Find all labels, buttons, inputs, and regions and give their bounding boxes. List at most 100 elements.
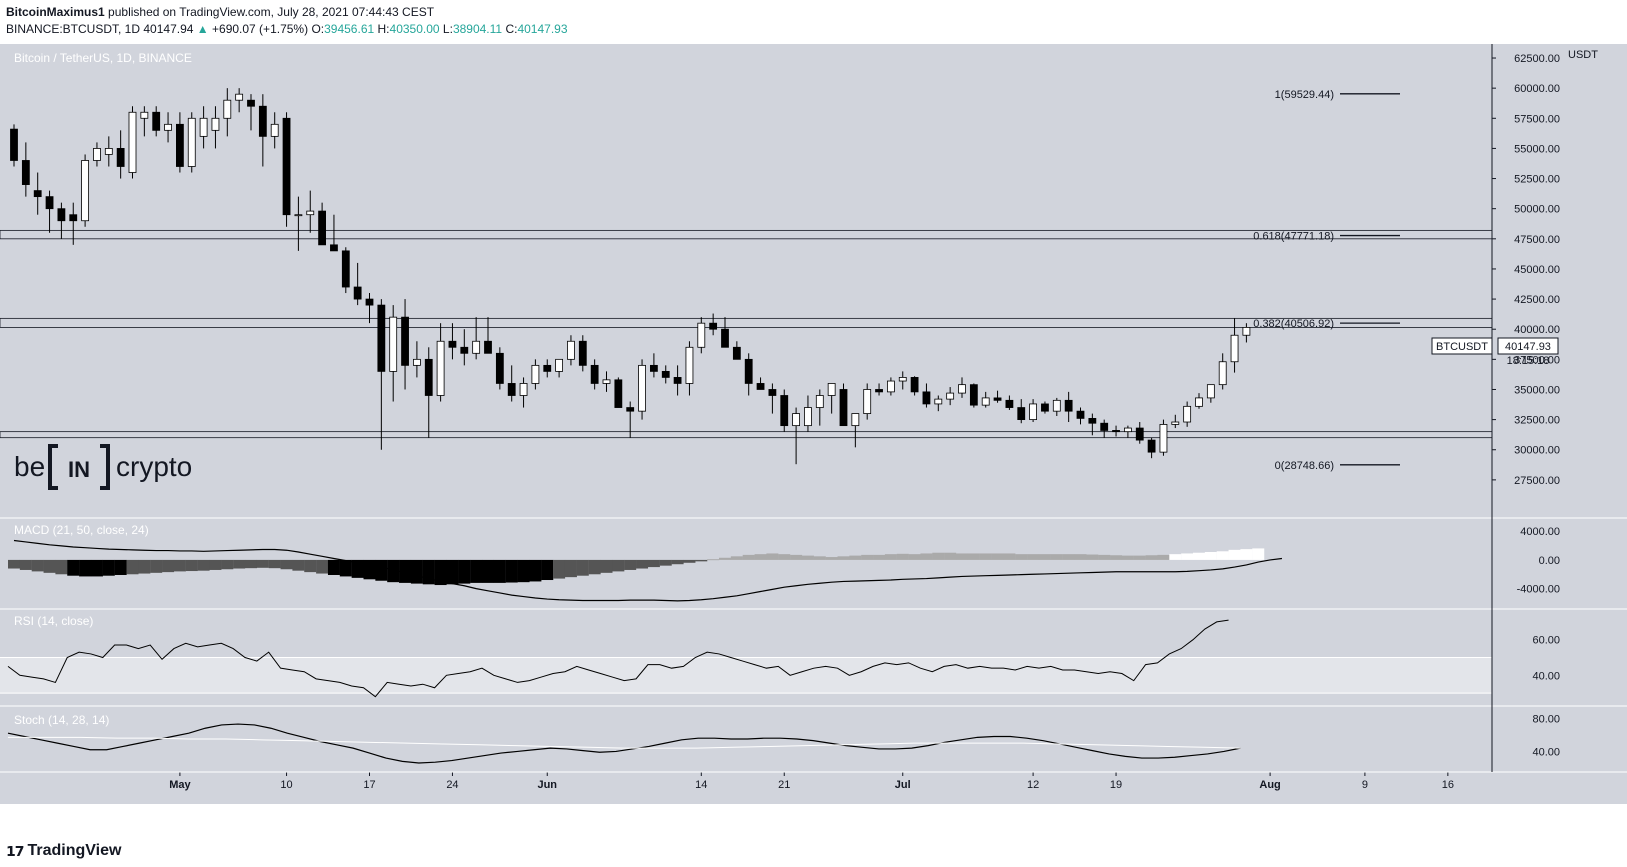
time-tick-label: 16 <box>1442 779 1454 791</box>
macd-histogram-bar <box>79 559 92 577</box>
macd-histogram-bar <box>399 559 412 583</box>
macd-histogram-bar <box>837 556 850 560</box>
candle-body <box>460 346 469 354</box>
candle-body <box>792 413 800 427</box>
candle-body <box>709 322 718 330</box>
candle-body <box>93 148 101 161</box>
macd-histogram-bar <box>410 559 423 584</box>
time-tick-label: 17 <box>363 779 375 791</box>
candle-body <box>365 298 374 306</box>
candle-body <box>614 379 623 408</box>
candle-body <box>10 128 18 161</box>
macd-histogram-bar <box>754 554 767 560</box>
rsi-line <box>7 619 1229 698</box>
price-tick-label: 47500.00 <box>1514 234 1560 246</box>
rsi-tick-label: 40.00 <box>1532 670 1560 682</box>
macd-histogram-bar <box>19 559 32 570</box>
macd-histogram-bar <box>1050 554 1063 560</box>
price-tick-label: 55000.00 <box>1514 143 1560 155</box>
macd-histogram-bar <box>541 559 554 581</box>
candle-body <box>57 208 66 222</box>
candle-body <box>1017 407 1026 421</box>
stoch-tick-label: 40.00 <box>1532 746 1560 758</box>
candle-body <box>638 364 646 412</box>
watermark-bracket-icon <box>48 444 110 490</box>
footer: 𝟭𝟳 TradingView <box>6 842 121 860</box>
macd-histogram-bar <box>351 559 364 578</box>
macd-histogram-bar <box>801 555 814 560</box>
macd-histogram-bar <box>280 559 293 570</box>
macd-histogram-bar <box>482 559 494 583</box>
fib-level-label: 0(28748.66) <box>1275 460 1334 472</box>
tradingview-logo-icon: 𝟭𝟳 <box>6 842 25 859</box>
candle-body <box>969 384 978 406</box>
candle-body <box>567 340 575 360</box>
macd-histogram-bar <box>197 559 210 571</box>
candle-body <box>1242 327 1251 336</box>
macd-histogram-bar <box>979 553 992 560</box>
candle-body <box>187 117 196 167</box>
candle-body <box>756 383 765 390</box>
macd-histogram-bar <box>991 553 1004 560</box>
stoch-k-line <box>7 723 1241 764</box>
time-tick-label: Aug <box>1259 779 1280 791</box>
time-tick-label: 21 <box>778 779 790 791</box>
macd-histogram-bar <box>944 552 957 560</box>
bitcoin-price-label: 40147.93 18:15:18 BTCUSDT <box>1431 337 1559 367</box>
footer-brand[interactable]: TradingView <box>27 842 122 859</box>
price-tick-label: 27500.00 <box>1514 475 1560 487</box>
candle-body <box>1029 403 1037 421</box>
macd-histogram-bar <box>90 559 103 577</box>
macd-histogram-bar <box>1228 549 1241 560</box>
price-tick-label: 52500.00 <box>1514 174 1560 186</box>
macd-histogram-bar <box>873 554 886 560</box>
candle-body <box>258 105 267 137</box>
candle-body <box>697 322 706 348</box>
macd-histogram-bar <box>671 559 684 565</box>
macd-histogram-bar <box>185 559 198 572</box>
candle-body <box>827 383 836 396</box>
macd-histogram-bar <box>517 559 530 583</box>
macd-histogram-bar <box>730 556 743 560</box>
chart-canvas[interactable]: 27500.00 30000.00 32500.00 35000.00 37500.00… <box>0 44 1627 804</box>
candle-body <box>1171 421 1180 425</box>
price-tick-label: 37500.00 <box>1514 354 1560 366</box>
macd-histogram-bar <box>114 559 127 575</box>
candle-body <box>1124 427 1132 433</box>
high-value: 40350.00 <box>389 22 440 36</box>
author-name[interactable]: BitcoinMaximus1 <box>6 5 105 19</box>
macd-histogram-bar <box>920 553 933 560</box>
candle-body <box>1230 334 1239 363</box>
macd-histogram-bar <box>695 559 708 562</box>
candle-body <box>389 316 398 372</box>
macd-histogram-bar <box>612 559 625 572</box>
candle-body <box>270 123 279 137</box>
macd-histogram-bar <box>31 559 44 572</box>
macd-histogram-bar <box>1074 554 1087 560</box>
time-tick-label: Jun <box>537 779 557 791</box>
candle-body <box>81 160 89 222</box>
candle-body <box>590 364 599 384</box>
macd-histogram-bar <box>896 553 909 560</box>
macd-histogram-bar <box>956 553 968 560</box>
ohlc-line: BINANCE:BTCUSDT, 1D 40147.94 ▲ +690.07 (… <box>6 21 568 38</box>
candle-body <box>946 392 955 400</box>
candle-body <box>578 340 587 366</box>
candle-body <box>247 99 255 107</box>
candle-body <box>495 352 504 384</box>
candle-body <box>804 407 812 427</box>
macd-histogram-bar <box>67 559 80 576</box>
candle-body <box>863 389 872 414</box>
macd-histogram-bar <box>529 559 542 582</box>
time-tick-label: 9 <box>1362 779 1368 791</box>
macd-histogram-bar <box>470 559 483 583</box>
candle-body <box>472 340 481 354</box>
time-tick-label: 10 <box>280 779 292 791</box>
macd-histogram-bar <box>339 559 352 577</box>
candle-body <box>650 364 658 372</box>
macd-histogram-bar <box>600 559 613 573</box>
candle-body <box>152 111 161 131</box>
candle-body <box>519 383 528 396</box>
symbol-tag: BTCUSDT <box>1436 341 1488 353</box>
macd-histogram-bar <box>493 559 506 583</box>
